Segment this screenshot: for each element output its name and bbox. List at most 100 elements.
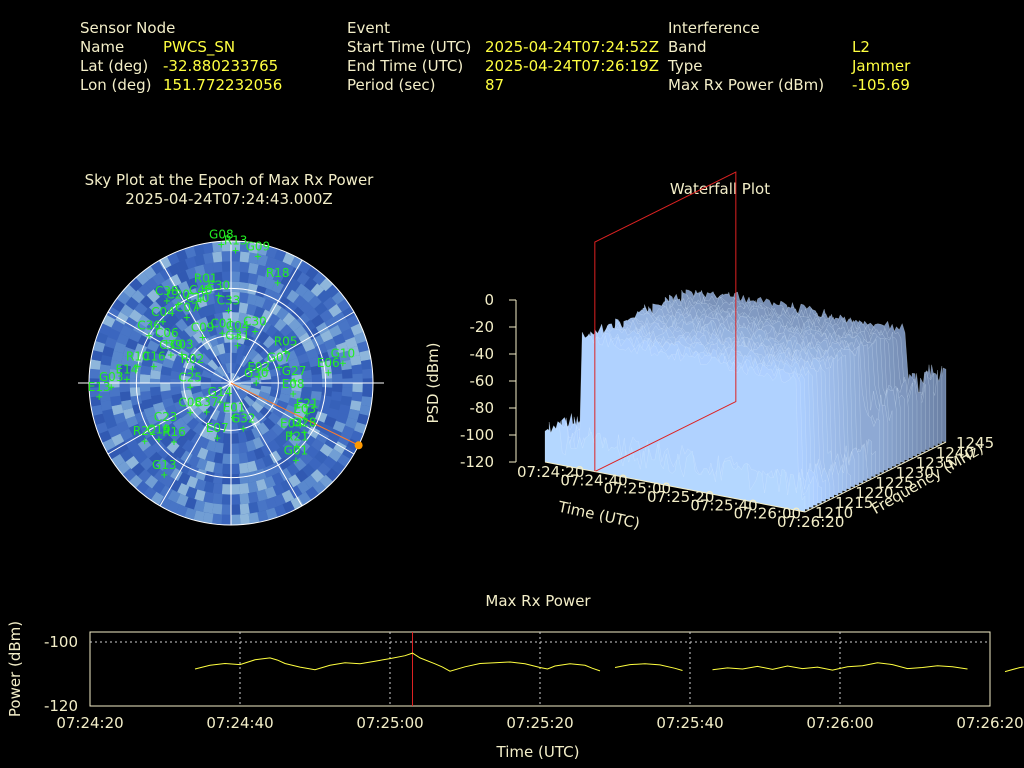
satellite-32: E06 [317, 356, 340, 376]
sky-cell [95, 422, 108, 434]
sky-cell [306, 348, 319, 360]
sky-cell [109, 387, 121, 397]
sky-cell [258, 391, 270, 402]
sky-cell [233, 391, 242, 403]
satellite-label: C03 [170, 338, 194, 352]
sky-cell [337, 319, 351, 333]
sky-cell [194, 489, 206, 502]
sky-cell [177, 483, 190, 496]
sky-cell [179, 461, 192, 475]
sky-cell [245, 439, 257, 452]
sky-cell [102, 438, 116, 452]
satellite-label: E07 [206, 421, 229, 435]
sky-cell [231, 281, 241, 293]
sky-cell [328, 448, 342, 462]
sky-cell [198, 401, 211, 413]
sky-cell [329, 428, 343, 442]
sky-cell [284, 404, 298, 416]
sky-cell [215, 421, 225, 434]
sky-cell [196, 458, 208, 471]
sky-cell [151, 312, 165, 327]
sky-cell [347, 408, 360, 421]
sky-cell [265, 497, 278, 510]
sky-cell [242, 345, 253, 358]
sky-cell [251, 401, 264, 413]
sensor-name-label: Name [80, 38, 125, 56]
satellite-8: C10 [186, 291, 209, 312]
sky-cell [137, 469, 152, 483]
sky-cell [223, 332, 231, 343]
sky-cell [303, 475, 318, 489]
sky-cell [270, 461, 283, 475]
sky-cell [205, 303, 216, 316]
sky-cell [107, 328, 121, 341]
satellite-label: E13 [88, 380, 111, 394]
sky-cell [155, 457, 169, 471]
jammer-marker [354, 441, 363, 450]
sky-cell [184, 507, 197, 520]
sky-cell [111, 404, 124, 416]
sky-cell [160, 383, 171, 392]
sky-cell [252, 316, 264, 330]
sensor-name-value: PWCS_SN [163, 38, 236, 56]
sky-cell [213, 302, 224, 314]
sky-cell [345, 336, 358, 349]
satellite-label: R02 [181, 352, 205, 366]
sky-cell [210, 384, 222, 392]
sky-cell [237, 431, 248, 444]
sky-cell [181, 313, 195, 327]
satellite-33: G27 [282, 364, 307, 384]
sky-cell [205, 450, 216, 463]
sky-cell [254, 411, 267, 424]
sky-cell [238, 442, 248, 454]
sky-cell [221, 484, 231, 495]
sky-cell [119, 428, 133, 442]
sky-cell [104, 336, 117, 349]
sky-cell [238, 452, 249, 464]
sky-cell [111, 319, 125, 333]
sky-cell [251, 327, 263, 340]
sky-cell [175, 434, 188, 448]
sky-cell [204, 283, 215, 295]
sky-cell [321, 387, 333, 397]
sky-cell [89, 396, 101, 407]
sky-cell [203, 501, 214, 514]
sky-cell [243, 395, 255, 407]
sky-cell [236, 389, 247, 401]
sky-cell [212, 503, 223, 515]
wf-time-tick-label: 07:25:00 [604, 480, 671, 498]
sky-cell [265, 507, 278, 520]
maxrx-y-tick-label: -120 [44, 697, 78, 715]
sky-cell [180, 367, 193, 377]
satellite-label: E06 [317, 356, 340, 370]
satellite-label: G27 [282, 364, 307, 378]
sky-cell [356, 413, 370, 426]
sky-cell [276, 400, 289, 411]
satellite-label: G30 [244, 366, 269, 380]
sky-cell [254, 458, 266, 471]
sky-cell [264, 486, 277, 499]
sky-cell [120, 304, 134, 318]
sky-cell [155, 325, 169, 338]
sky-cell [361, 359, 373, 370]
sky-cell [257, 510, 269, 523]
sky-cell [120, 448, 134, 462]
satellite-11: C07 [175, 301, 199, 321]
sky-cell [152, 480, 166, 494]
sky-cell [148, 451, 163, 466]
sky-cell [184, 246, 197, 259]
sky-cell [285, 422, 299, 436]
sky-cell [271, 280, 285, 294]
sky-cell [189, 443, 202, 457]
sky-cell [221, 504, 231, 515]
event-period-label: Period (sec) [347, 76, 436, 94]
sky-cell [264, 267, 277, 280]
sky-cell [171, 362, 184, 373]
satellite-48: G28 [292, 415, 317, 436]
sky-cell [146, 289, 160, 303]
sky-cell [184, 497, 197, 510]
sky-cell [134, 302, 148, 316]
sky-cell [260, 371, 272, 381]
sky-cell [329, 355, 341, 367]
